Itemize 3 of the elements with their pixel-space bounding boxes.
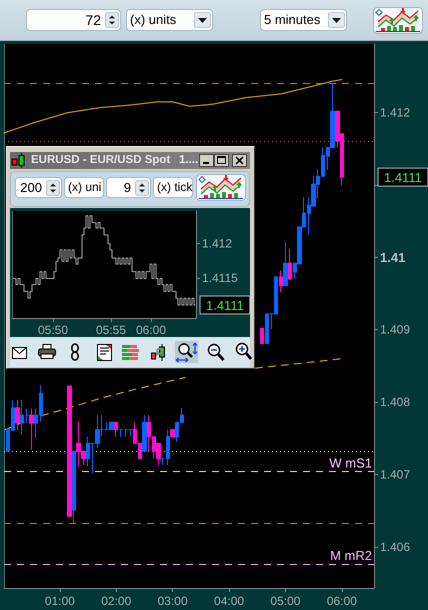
candlestick — [29, 408, 34, 450]
candlestick — [15, 399, 20, 431]
annotation: 200 — [20, 179, 42, 197]
